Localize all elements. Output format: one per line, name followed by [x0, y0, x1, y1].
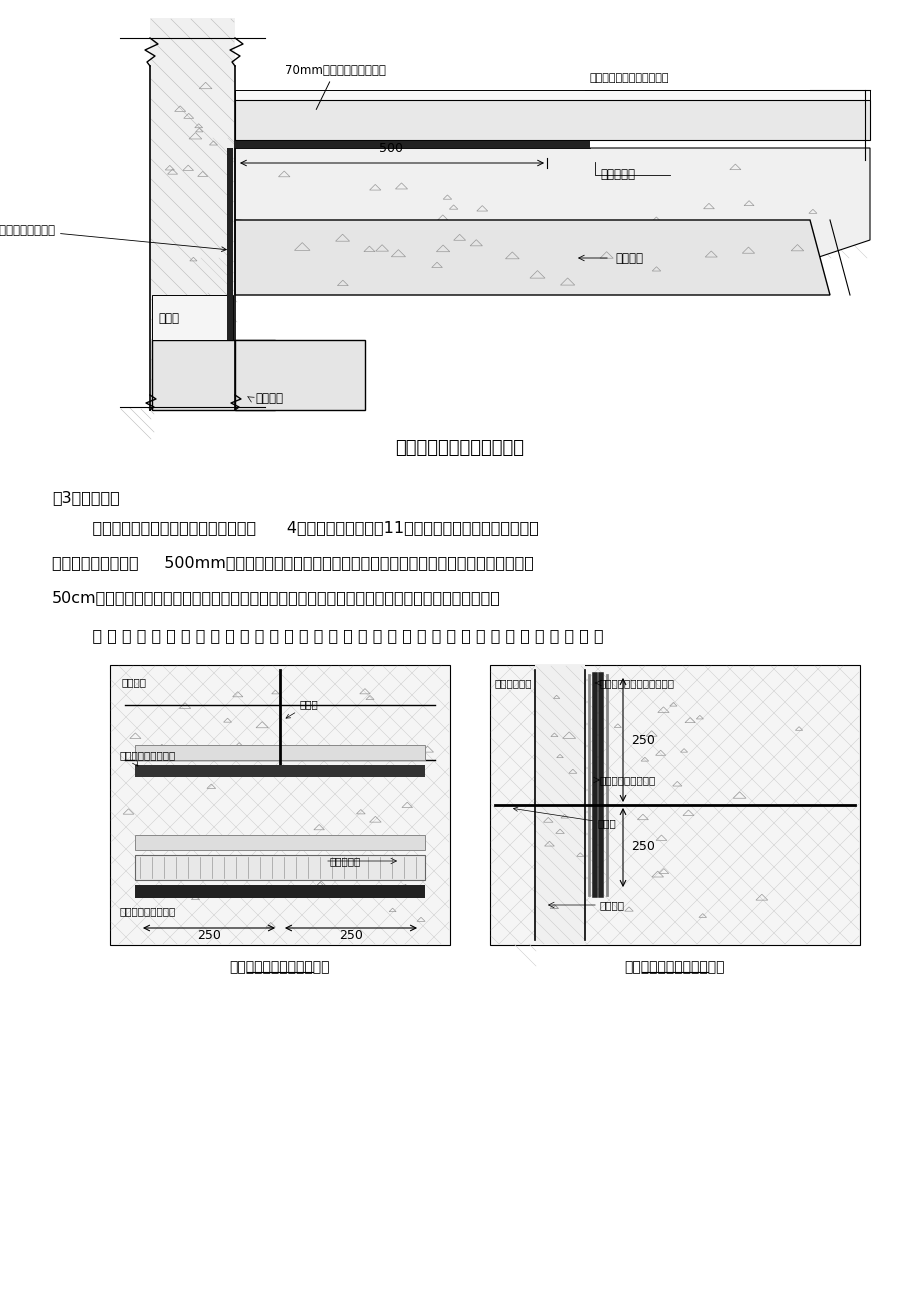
- Text: 250: 250: [630, 840, 654, 853]
- Bar: [152, 294, 233, 340]
- Text: 预铺防水卷材防水层: 预铺防水卷材防水层: [0, 224, 226, 251]
- Bar: [150, 18, 234, 410]
- Text: 结构顶板: 结构顶板: [614, 251, 642, 265]
- Bar: [152, 340, 275, 410]
- Text: 顶板、侧墙防水层过渡构造: 顶板、侧墙防水层过渡构造: [395, 439, 524, 457]
- Bar: [234, 90, 869, 100]
- Bar: [234, 340, 365, 410]
- Text: 结构侧墙: 结构侧墙: [255, 391, 283, 404]
- Text: 底板施工缝防水层加强构造: 底板施工缝防水层加强构造: [230, 960, 330, 975]
- Text: 并 使 自 粘 面 （ 磨 砂 面 ） 面 向 现 浇 混 凝 土 结 构 。 阴 阳 角 防 水 卷 材 铺 设 方 法 见 下 图 ：: 并 使 自 粘 面 （ 磨 砂 面 ） 面 向 现 浇 混 凝 土 结 构 。 …: [72, 628, 603, 642]
- Polygon shape: [234, 149, 869, 261]
- Text: 施工缝: 施工缝: [286, 698, 318, 718]
- Text: 施工缝: 施工缝: [513, 807, 616, 827]
- Text: 预铺防水卷材加强层: 预铺防水卷材加强层: [119, 751, 176, 760]
- Bar: [227, 149, 233, 340]
- Bar: [535, 665, 584, 945]
- Text: 隔离层（或耐根系穿刺层）: 隔离层（或耐根系穿刺层）: [589, 73, 669, 83]
- Bar: [135, 745, 425, 760]
- Text: 250: 250: [339, 929, 362, 942]
- Text: 50cm宽，平整、顺直地紧贴在上面，不得扭曲、褶皱，并要保证排除卷材里面的空气，保证黏贴牢固: 50cm宽，平整、顺直地紧贴在上面，不得扭曲、褶皱，并要保证排除卷材里面的空气，…: [52, 590, 500, 605]
- Text: 侧墙施工缝防水层加强构造: 侧墙施工缝防水层加强构造: [624, 960, 724, 975]
- Bar: [135, 885, 425, 898]
- Text: 混凝土垫层: 混凝土垫层: [330, 856, 361, 866]
- Text: 预铺防水卷材加强层: 预铺防水卷材加强层: [599, 775, 655, 784]
- Polygon shape: [234, 220, 829, 294]
- Text: 250: 250: [630, 734, 654, 747]
- Text: （3）、加强层: （3）、加强层: [52, 490, 119, 506]
- Text: 500: 500: [379, 142, 403, 155]
- Text: 预铺防水卷材: 预铺防水卷材: [494, 678, 532, 688]
- Text: 结构底板: 结构底板: [122, 678, 147, 687]
- Text: 结构侧墙: 结构侧墙: [599, 900, 624, 909]
- Text: 涂料防水层: 涂料防水层: [599, 168, 634, 181]
- Text: 聚乙烯泡沫塑料衬垫保护层: 聚乙烯泡沫塑料衬垫保护层: [599, 678, 675, 688]
- Text: 材，加强层卷材宽度     500mm。加强层采用双面粘胶带在宽度方向的两侧各贴一道，然后将卷材裁制成: 材，加强层卷材宽度 500mm。加强层采用双面粘胶带在宽度方向的两侧各贴一道，然…: [52, 555, 533, 569]
- Bar: [135, 855, 425, 880]
- Text: 在处理完毕的底板和侧墙阴阳角部位及      4道纵向水平施工缝、11道环向垂直施工缝铺设加强层卷: 在处理完毕的底板和侧墙阴阳角部位及 4道纵向水平施工缝、11道环向垂直施工缝铺设…: [72, 520, 539, 536]
- Text: 预铺防水卷材防水层: 预铺防水卷材防水层: [119, 906, 176, 916]
- Bar: [110, 665, 449, 945]
- Bar: [135, 765, 425, 777]
- Text: 250: 250: [197, 929, 221, 942]
- Text: 70mm厚细石混凝土保护层: 70mm厚细石混凝土保护层: [285, 64, 385, 109]
- Bar: [135, 835, 425, 850]
- Bar: [234, 100, 869, 139]
- Bar: [234, 139, 589, 149]
- Bar: [490, 665, 859, 945]
- Text: 找平层: 找平层: [158, 311, 179, 324]
